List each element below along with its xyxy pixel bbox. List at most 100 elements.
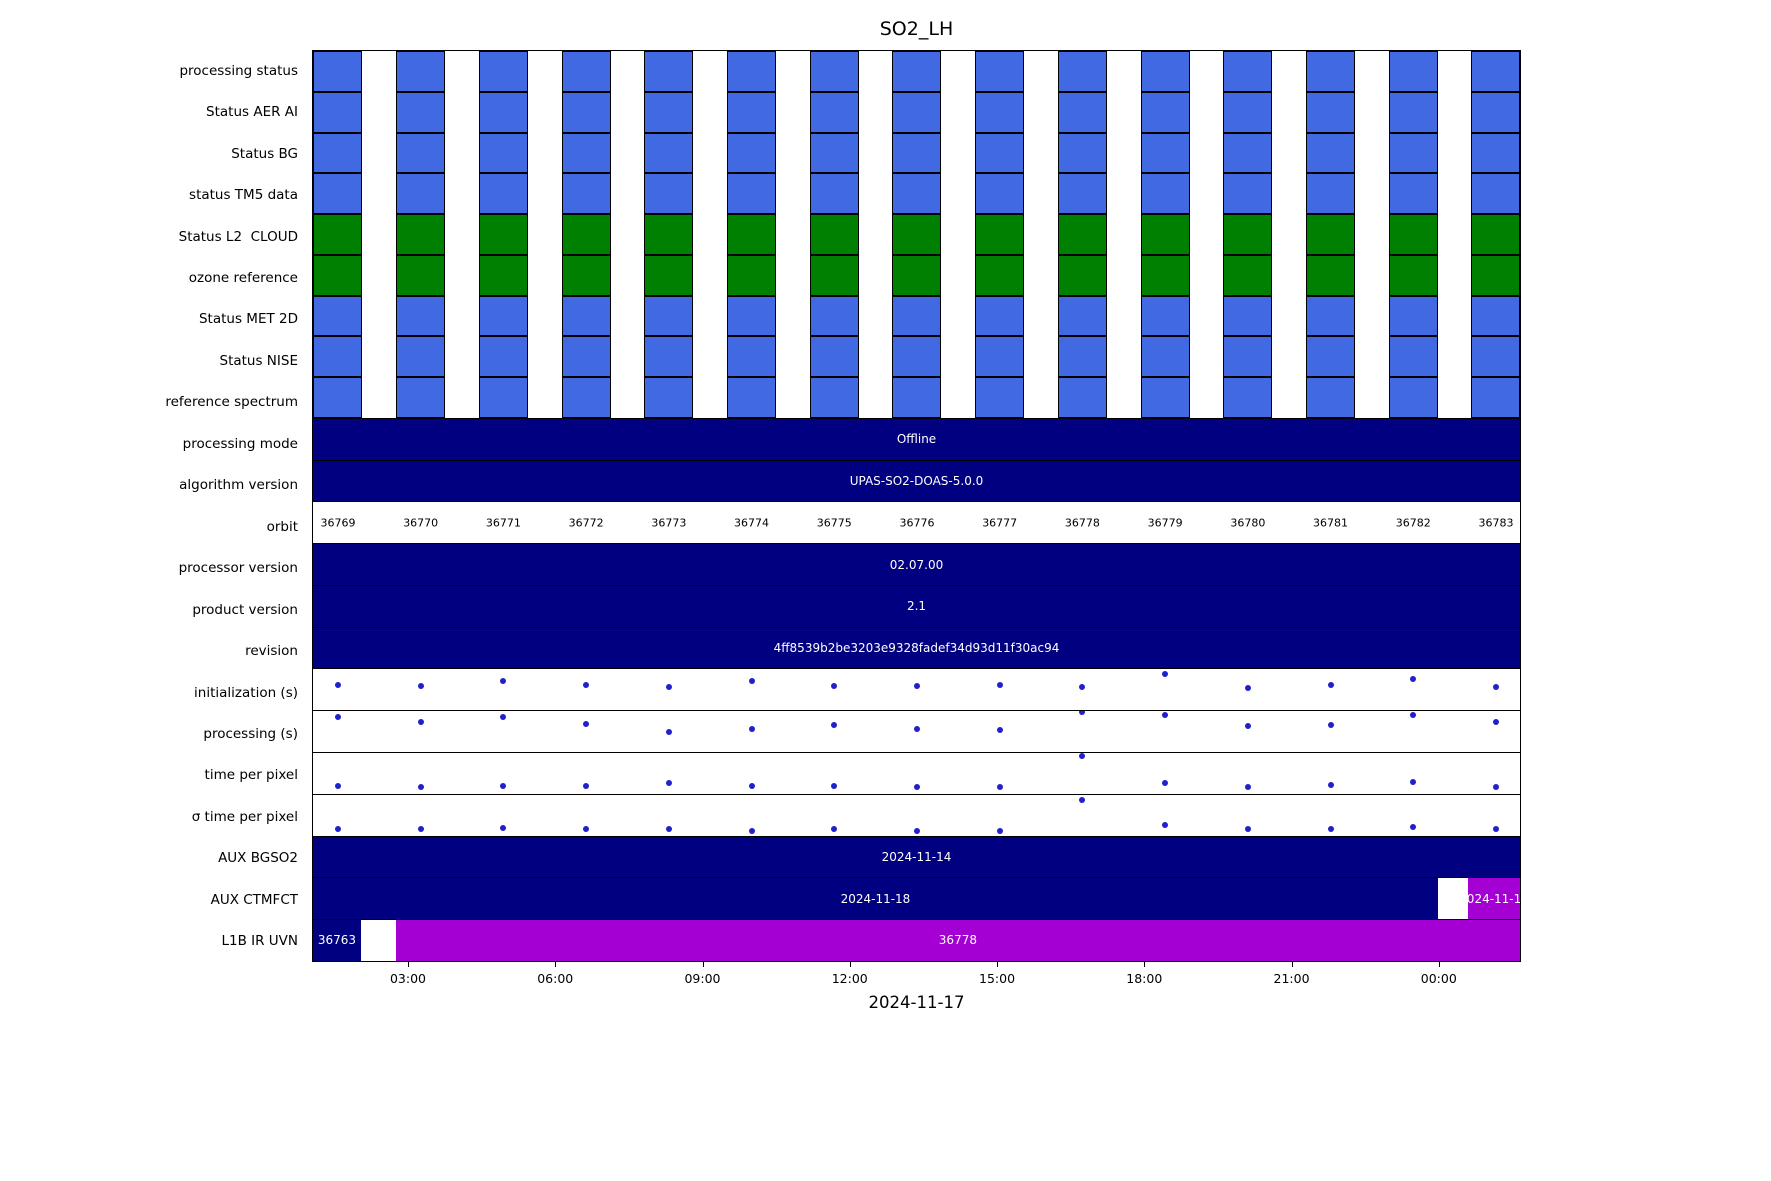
orbit-coverage-block (396, 91, 446, 133)
orbit-coverage-block (727, 51, 777, 92)
data-point (665, 684, 672, 691)
orbit-coverage-block (892, 377, 942, 418)
orbit-coverage-block (561, 173, 611, 215)
orbit-coverage-block (727, 295, 777, 337)
data-point (1244, 685, 1251, 692)
orbit-number: 36779 (1147, 516, 1183, 530)
orbit-coverage-block (892, 173, 942, 215)
orbit-coverage-block (1471, 91, 1520, 133)
orbit-coverage-block (892, 214, 942, 255)
orbit-number: 36778 (1064, 516, 1100, 530)
x-axis-ticks: 03:00 06:00 09:00 12:00 15:00 18:00 21:00 00:00 (312, 962, 1521, 1002)
orbit-coverage-block (1223, 214, 1273, 255)
orbit-coverage-block (561, 336, 611, 378)
orbit-coverage-block (1057, 214, 1107, 255)
orbit-coverage-block (561, 254, 611, 296)
orbit-number: 36782 (1395, 516, 1431, 530)
orbit-coverage-block (396, 132, 446, 174)
orbit-coverage-block (1223, 295, 1273, 337)
orbit-coverage-block (892, 336, 942, 378)
orbit-coverage-block (1140, 254, 1190, 296)
bar-value-text: 2024-11-14 (881, 849, 952, 864)
orbit-coverage-block (1140, 132, 1190, 174)
x-tick-mark (555, 962, 557, 967)
orbit-coverage-block (809, 254, 859, 296)
x-tick-label: 21:00 (1273, 971, 1310, 986)
orbit-coverage-block (809, 173, 859, 215)
orbit-coverage-block (1057, 377, 1107, 418)
data-point (913, 783, 920, 790)
data-point (334, 825, 341, 832)
data-point (1327, 826, 1334, 833)
orbit-coverage-block (809, 132, 859, 174)
orbit-coverage-block (975, 91, 1025, 133)
row-status-aer-ai (313, 91, 1520, 133)
orbit-coverage-block (1140, 51, 1190, 92)
data-point (748, 677, 755, 684)
row-status-met-2d (313, 295, 1520, 337)
row-label-processing-mode: processing mode (182, 435, 298, 452)
orbit-number: 36781 (1313, 516, 1349, 530)
orbit-coverage-block (1388, 336, 1438, 378)
orbit-coverage-block (644, 295, 694, 337)
orbit-coverage-block (478, 254, 528, 296)
orbit-coverage-block (396, 173, 446, 215)
data-point (583, 783, 590, 790)
row-processor-version: 02.07.00 (313, 543, 1520, 585)
data-point (1327, 782, 1334, 789)
data-point (665, 729, 672, 736)
data-point (1162, 712, 1169, 719)
orbit-coverage-block (1306, 214, 1356, 255)
data-point (996, 681, 1003, 688)
row-label-initialization-s: initialization (s) (194, 684, 298, 701)
orbit-coverage-block (561, 214, 611, 255)
orbit-coverage-block (644, 51, 694, 92)
x-tick-mark (997, 962, 999, 967)
data-point (500, 824, 507, 831)
row-label-status-tm5-data: status TM5 data (189, 187, 298, 204)
orbit-coverage-block (313, 51, 363, 92)
data-point (1327, 682, 1334, 689)
orbit-coverage-block (892, 295, 942, 337)
orbit-coverage-block (1057, 336, 1107, 378)
orbit-coverage-block (478, 173, 528, 215)
row-label-ozone-reference: ozone reference (188, 269, 298, 286)
row-label-status-nise: Status NISE (219, 352, 299, 369)
data-point (1079, 753, 1086, 759)
orbit-coverage-block (1388, 51, 1438, 92)
orbit-coverage-block (1140, 377, 1190, 418)
x-tick-mark (1144, 962, 1146, 967)
orbit-coverage-block (1306, 295, 1356, 337)
orbit-coverage-block (561, 91, 611, 133)
row-label-revision: revision (245, 643, 298, 660)
row-label-processing-s: processing (s) (203, 725, 298, 742)
orbit-coverage-block (892, 254, 942, 296)
chart-title: SO2_LH (879, 18, 954, 40)
timeline-segment (360, 920, 396, 961)
data-point (1410, 824, 1417, 830)
orbit-coverage-block (561, 51, 611, 92)
orbit-coverage-block (809, 336, 859, 378)
data-point (1162, 670, 1169, 677)
orbit-coverage-block (561, 295, 611, 337)
data-point (665, 826, 672, 833)
orbit-coverage-block (727, 214, 777, 255)
orbit-coverage-block (1388, 132, 1438, 174)
data-point (831, 683, 838, 690)
orbit-coverage-block (1223, 51, 1273, 92)
x-tick-label: 18:00 (1126, 971, 1163, 986)
data-point (1079, 711, 1086, 716)
orbit-coverage-block (1057, 91, 1107, 133)
row-label-aux-ctmfct: AUX CTMFCT (210, 891, 298, 908)
orbit-coverage-block (644, 336, 694, 378)
orbit-coverage-block (809, 295, 859, 337)
orbit-number: 36776 (899, 516, 935, 530)
bar-value-text: UPAS-SO2-DOAS-5.0.0 (849, 474, 984, 489)
data-point (1492, 684, 1499, 691)
data-point (1410, 712, 1417, 719)
x-tick-label: 09:00 (684, 971, 721, 986)
orbit-coverage-block (478, 336, 528, 378)
row-l1b-ir-uvn: 36763 36778 (313, 919, 1520, 961)
orbit-coverage-block (975, 173, 1025, 215)
segment-value-text: 36763 (317, 933, 357, 948)
